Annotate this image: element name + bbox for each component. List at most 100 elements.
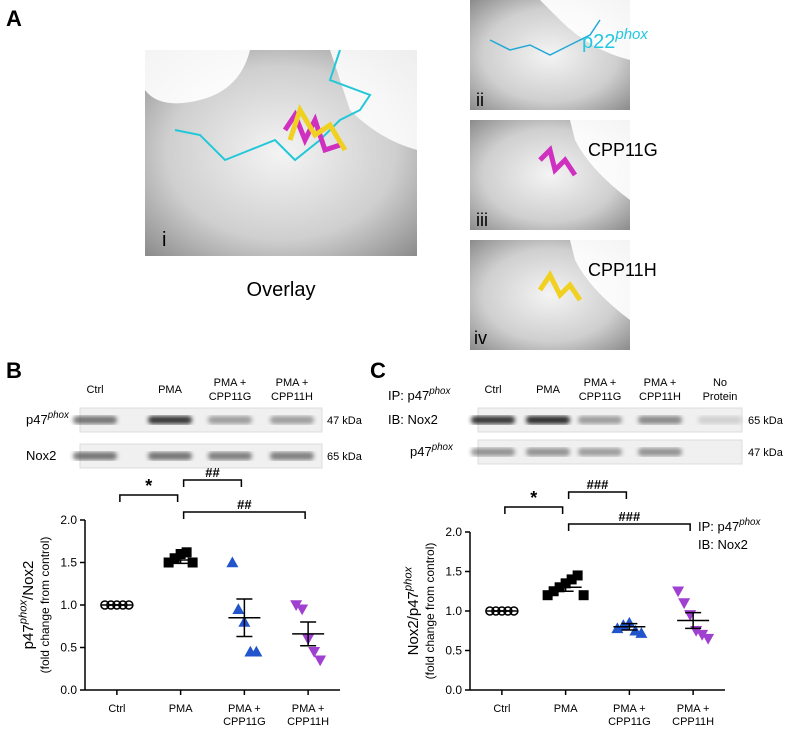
y-axis-label: (fold change from control) (38, 537, 52, 674)
data-point (226, 556, 239, 568)
blot-size: 65 kDa (748, 415, 784, 427)
data-point (672, 586, 685, 598)
surface-gap (570, 120, 630, 200)
data-point (702, 633, 715, 645)
image-caption: Overlay (247, 279, 316, 301)
text-part: IP: p47 (388, 388, 429, 403)
y-tick-label: 2.0 (445, 525, 462, 539)
superscript: phox (738, 517, 761, 528)
significance-bracket (182, 479, 243, 487)
y-axis-label: (fold change from control) (423, 543, 437, 680)
chart-note: IP: p47phox (698, 517, 761, 534)
text-part: /Nox2 (20, 561, 37, 600)
x-tick-label: PMA + (613, 703, 646, 715)
x-tick-label: CPP11H (672, 716, 714, 728)
blot-band (208, 416, 252, 424)
data-point (578, 590, 589, 601)
blot-size: 65 kDa (327, 451, 363, 463)
significance-label: ### (619, 509, 641, 524)
x-tick-label: PMA + (228, 703, 261, 715)
data-point (548, 586, 559, 597)
text-part: Nox2 (26, 448, 56, 463)
significance-label: ### (587, 477, 609, 492)
lane-label: No (713, 377, 727, 389)
lane-label: PMA (158, 384, 183, 396)
panel-label: B (6, 358, 22, 383)
data-point (611, 622, 624, 634)
text-part: p47 (26, 412, 48, 427)
significance-label: * (530, 488, 537, 508)
blot-band (526, 416, 570, 424)
x-tick-label: PMA + (292, 703, 325, 715)
lane-label: CPP11H (271, 391, 313, 403)
image-index: ii (476, 90, 484, 110)
ligand-label: CPP11G (588, 140, 658, 160)
lane-label: Protein (703, 391, 738, 403)
blot-band (471, 448, 515, 456)
y-tick-label: 1.0 (60, 598, 77, 612)
data-point (169, 553, 180, 564)
superscript: phox (428, 386, 451, 397)
superscript: phox (47, 410, 70, 421)
data-point (187, 557, 198, 568)
lane-label: PMA + (214, 377, 247, 389)
surface-gap (330, 50, 417, 150)
x-tick-label: PMA (169, 703, 194, 715)
superscript: phox (17, 600, 29, 626)
data-point (684, 610, 697, 621)
image-index: iii (476, 210, 488, 230)
significance-bracket (567, 491, 628, 499)
lane-label: Ctrl (484, 384, 501, 396)
blot-band (638, 448, 682, 456)
x-tick-label: CPP11G (223, 716, 266, 728)
lane-label: PMA + (276, 377, 309, 389)
text-part: p47 (410, 444, 432, 459)
blot-band (270, 452, 314, 460)
significance-bracket (504, 506, 564, 514)
significance-bracket (182, 511, 306, 519)
p22-ligand (174, 49, 372, 162)
blot-band (148, 416, 192, 424)
text-part: Nox2/p47 (405, 591, 422, 655)
y-tick-label: 0.5 (445, 644, 462, 658)
p22-ligand (489, 19, 601, 56)
data-point (635, 627, 648, 638)
ligand-label: CPP11H (588, 260, 657, 280)
blot-row-label: p47phox (26, 410, 70, 427)
data-point (678, 598, 691, 610)
blot-size: 47 kDa (748, 447, 784, 459)
superscript: phox (431, 442, 454, 453)
y-tick-label: 0.0 (445, 683, 462, 697)
text-part: IB: Nox2 (698, 537, 748, 552)
lane-label: PMA + (644, 377, 677, 389)
y-tick-label: 1.0 (445, 604, 462, 618)
data-point (290, 600, 303, 611)
data-point (314, 655, 327, 667)
y-axis-label: Nox2/p47phox (402, 566, 422, 655)
image-index: iv (474, 328, 487, 348)
data-point (181, 547, 192, 558)
y-tick-label: 1.5 (445, 565, 462, 579)
lane-label: CPP11G (209, 391, 252, 403)
surface-gap (145, 50, 250, 104)
significance-label: ## (237, 497, 252, 512)
structure-images (145, 0, 630, 350)
text-part: IP: p47 (698, 519, 739, 534)
data-point (572, 570, 583, 581)
text-part: p22 (582, 31, 615, 53)
y-tick-label: 2.0 (60, 513, 77, 527)
data-point (175, 549, 186, 559)
lane-label: Ctrl (86, 384, 103, 396)
text-part: IB: Nox2 (388, 412, 438, 427)
significance-bracket (567, 523, 691, 531)
blot-band (73, 452, 117, 460)
data-point (232, 603, 245, 615)
blot-row-label: p47phox (410, 442, 454, 459)
x-tick-label: Ctrl (493, 703, 510, 715)
superscript: phox (402, 566, 414, 592)
significance-bracket (119, 494, 179, 502)
blot-band (270, 416, 314, 424)
blot-band (148, 452, 192, 460)
chart-note: IB: Nox2 (698, 537, 748, 552)
